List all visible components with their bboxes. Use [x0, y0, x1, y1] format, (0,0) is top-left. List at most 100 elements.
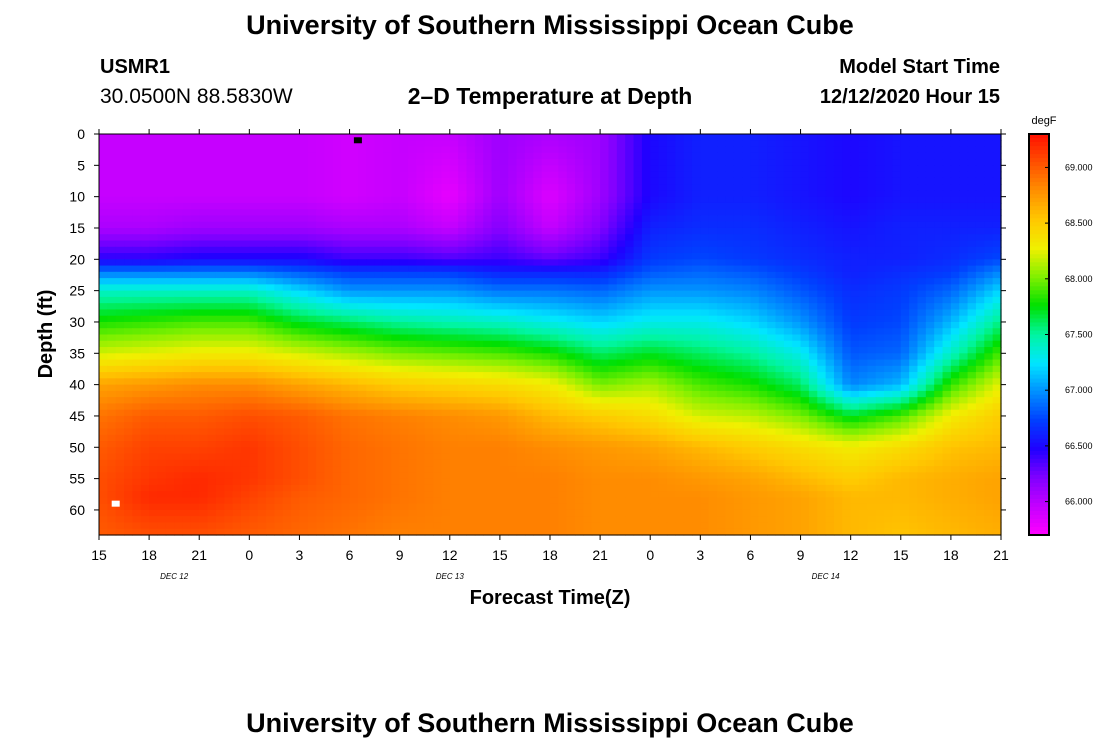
heatmap-cell — [533, 259, 543, 267]
heatmap-cell — [307, 190, 317, 198]
heatmap-cell — [115, 409, 125, 417]
heatmap-cell — [274, 315, 284, 323]
heatmap-cell — [524, 328, 534, 336]
heatmap-cell — [499, 290, 509, 298]
heatmap-cell — [408, 353, 417, 361]
heatmap-cell — [675, 140, 685, 148]
heatmap-cell — [282, 372, 292, 379]
heatmap-cell — [900, 359, 910, 367]
heatmap-cell — [817, 409, 827, 417]
heatmap-cell — [666, 209, 676, 217]
heatmap-cell — [449, 359, 459, 367]
heatmap-cell — [274, 196, 284, 204]
heatmap-cell — [691, 334, 701, 342]
heatmap-cell — [566, 171, 576, 179]
heatmap-cell — [750, 347, 760, 354]
heatmap-cell — [190, 221, 200, 229]
heatmap-cell — [374, 171, 384, 179]
heatmap-cell — [458, 397, 468, 405]
heatmap-cell — [775, 409, 785, 417]
heatmap-cell — [984, 215, 994, 223]
heatmap-cell — [833, 334, 843, 342]
heatmap-cell — [600, 215, 610, 223]
heatmap-cell — [959, 177, 969, 185]
heatmap-cell — [524, 403, 534, 411]
heatmap-cell — [491, 184, 501, 191]
heatmap-cell — [232, 215, 242, 223]
heatmap-cell — [190, 134, 200, 141]
heatmap-cell — [240, 290, 250, 298]
heatmap-cell — [449, 196, 459, 204]
heatmap-cell — [282, 234, 292, 242]
heatmap-cell — [190, 290, 200, 298]
heatmap-cell — [992, 140, 1002, 148]
heatmap-cell — [917, 140, 927, 148]
heatmap-cell — [884, 152, 894, 160]
heatmap-cell — [925, 265, 935, 273]
page-title: University of Southern Mississippi Ocean… — [246, 10, 854, 40]
heatmap-cell — [867, 328, 877, 336]
heatmap-cell — [524, 372, 534, 379]
heatmap-cell — [608, 353, 618, 361]
heatmap-cell — [199, 159, 209, 166]
heatmap-cell — [633, 134, 643, 141]
heatmap-cell — [742, 221, 752, 229]
heatmap-cell — [483, 140, 493, 148]
heatmap-cell — [717, 390, 726, 398]
heatmap-cell — [658, 353, 668, 361]
heatmap-cell — [382, 177, 392, 185]
heatmap-cell — [266, 296, 275, 304]
heatmap-cell — [783, 409, 793, 417]
heatmap-cell — [575, 202, 585, 210]
heatmap-cell — [207, 365, 217, 373]
heatmap-cell — [341, 240, 351, 248]
heatmap-cell — [316, 215, 326, 223]
heatmap-cell — [332, 171, 342, 179]
heatmap-cell — [792, 309, 802, 317]
heatmap-cell — [357, 265, 367, 273]
heatmap-cell — [357, 246, 367, 254]
heatmap-cell — [742, 384, 752, 392]
heatmap-cell — [157, 253, 167, 260]
heatmap-cell — [892, 353, 902, 361]
heatmap-cell — [274, 409, 284, 417]
heatmap-cell — [842, 278, 852, 285]
heatmap-cell — [533, 403, 543, 411]
heatmap-cell — [399, 390, 409, 398]
heatmap-cell — [508, 246, 518, 254]
heatmap-cell — [708, 234, 718, 242]
heatmap-cell — [875, 234, 885, 242]
heatmap-cell — [942, 315, 952, 323]
heatmap-cell — [867, 159, 877, 166]
heatmap-cell — [800, 234, 810, 242]
heatmap-cell — [541, 340, 551, 348]
heatmap-cell — [99, 353, 108, 361]
heatmap-cell — [224, 177, 234, 185]
heatmap-cell — [349, 184, 359, 191]
heatmap-cell — [808, 202, 818, 210]
heatmap-cell — [625, 397, 635, 405]
heatmap-cell — [324, 177, 334, 185]
heatmap-cell — [708, 177, 718, 185]
heatmap-cell — [583, 246, 593, 254]
heatmap-cell — [466, 384, 476, 392]
heatmap-cell — [575, 278, 585, 285]
heatmap-cell — [783, 384, 793, 392]
heatmap-cell — [491, 309, 501, 317]
heatmap-cell — [124, 152, 134, 160]
heatmap-cell — [959, 347, 969, 354]
heatmap-cell — [600, 384, 610, 392]
heatmap-cell — [165, 171, 175, 179]
heatmap-cell — [992, 378, 1002, 386]
heatmap-cell — [474, 359, 484, 367]
heatmap-cell — [232, 409, 242, 417]
heatmap-cell — [165, 209, 175, 217]
heatmap-cell — [516, 284, 526, 292]
heatmap-cell — [433, 359, 443, 367]
heatmap-cell — [491, 365, 501, 373]
heatmap-cell — [566, 365, 576, 373]
heatmap-cell — [199, 265, 209, 273]
heatmap-cell — [984, 390, 994, 398]
heatmap-cell — [291, 171, 301, 179]
heatmap-cell — [115, 209, 125, 217]
